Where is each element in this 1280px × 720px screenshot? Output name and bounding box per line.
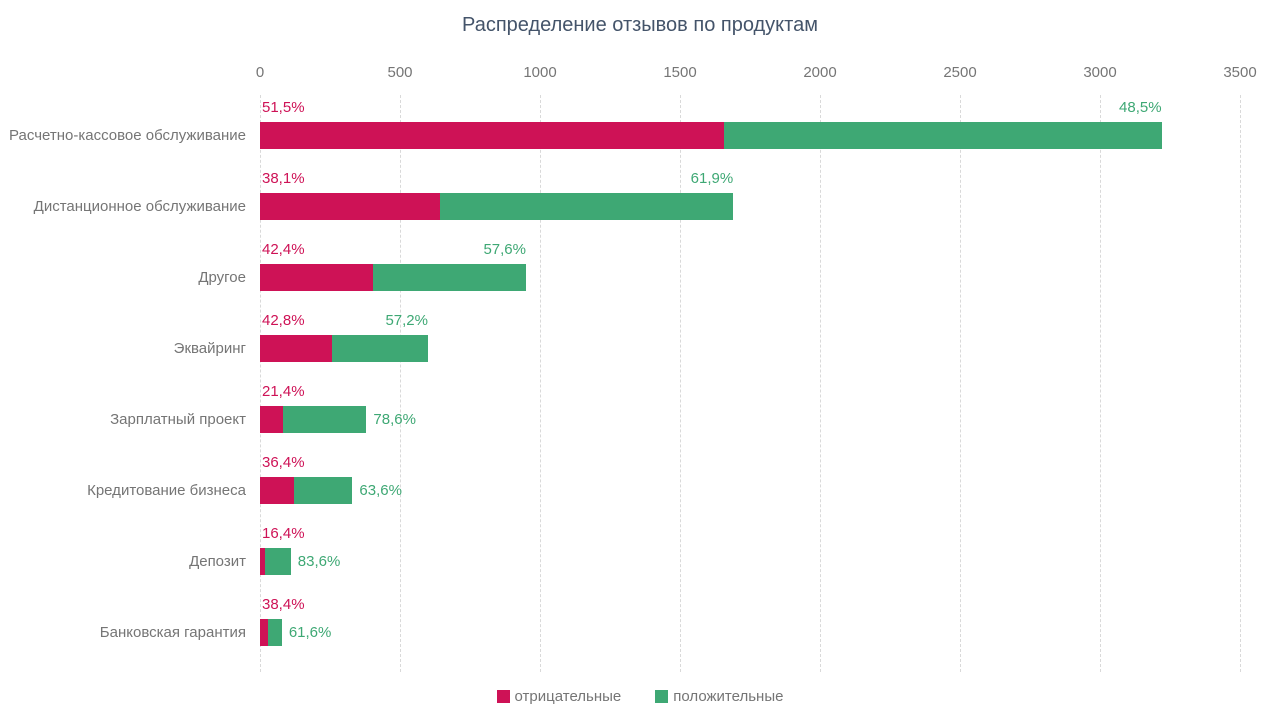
bar-row	[260, 477, 353, 504]
x-axis-tick-label: 2500	[943, 64, 977, 81]
gridline	[260, 95, 261, 672]
positive-bar-segment[interactable]	[331, 335, 428, 362]
negative-bar-segment[interactable]	[260, 264, 373, 291]
positive-percent-label: 57,2%	[385, 312, 428, 329]
x-axis-tick-label: 500	[387, 64, 413, 81]
negative-bar-segment[interactable]	[260, 122, 725, 149]
negative-percent-label: 38,1%	[262, 170, 305, 187]
negative-bar-segment[interactable]	[260, 406, 283, 433]
gridline	[540, 95, 541, 672]
bar-row	[260, 619, 282, 646]
negative-bar-segment[interactable]	[260, 619, 269, 646]
positive-percent-label: 61,6%	[288, 623, 332, 641]
gridline	[1240, 95, 1241, 672]
positive-bar-segment[interactable]	[293, 477, 353, 504]
category-label: Дистанционное обслуживание	[33, 197, 246, 215]
legend-swatch-icon	[655, 690, 669, 703]
chart-title: Распределение отзывов по продуктам	[462, 14, 818, 36]
bar-row	[260, 335, 428, 362]
negative-bar-segment[interactable]	[260, 477, 294, 504]
category-label: Кредитование бизнеса	[87, 481, 246, 499]
negative-bar-segment[interactable]	[260, 335, 332, 362]
x-axis-tick-label: 3500	[1223, 64, 1257, 81]
category-label: Депозит	[189, 552, 246, 570]
legend-item[interactable]: отрицательные	[496, 688, 622, 705]
legend: отрицательные положительные	[0, 688, 1280, 705]
legend-item[interactable]: положительные	[655, 688, 783, 705]
category-label: Эквайринг	[173, 339, 246, 357]
legend-label: положительные	[673, 688, 784, 705]
gridline	[680, 95, 681, 672]
category-label: Зарплатный проект	[110, 410, 246, 428]
positive-percent-label: 61,9%	[690, 170, 734, 187]
gridline	[820, 95, 821, 672]
x-axis-tick-label: 3000	[1083, 64, 1117, 81]
positive-bar-segment[interactable]	[282, 406, 367, 433]
category-label: Банковская гарантия	[99, 623, 246, 641]
legend-swatch-icon	[496, 690, 510, 703]
negative-percent-label: 42,8%	[262, 312, 305, 329]
negative-percent-label: 42,4%	[262, 241, 305, 258]
negative-percent-label: 36,4%	[262, 454, 305, 471]
category-label: Расчетно-кассовое обслуживание	[9, 126, 246, 144]
legend-label: отрицательные	[514, 688, 622, 705]
positive-percent-label: 83,6%	[297, 552, 341, 570]
negative-percent-label: 51,5%	[262, 99, 305, 116]
bar-row	[260, 406, 367, 433]
gridline	[960, 95, 961, 672]
positive-percent-label: 78,6%	[373, 410, 416, 428]
negative-percent-label: 21,4%	[262, 383, 305, 400]
positive-bar-segment[interactable]	[440, 193, 734, 220]
bar-row	[260, 122, 1162, 149]
x-axis-tick-label: 2000	[803, 64, 837, 81]
gridline	[400, 95, 401, 672]
bar-row	[260, 264, 526, 291]
positive-bar-segment[interactable]	[724, 122, 1162, 149]
x-axis-tick-label: 0	[255, 64, 265, 81]
x-axis-tick-label: 1500	[663, 64, 697, 81]
positive-percent-label: 57,6%	[483, 241, 526, 258]
positive-bar-segment[interactable]	[372, 264, 526, 291]
positive-percent-label: 63,6%	[359, 481, 402, 499]
gridline	[1100, 95, 1101, 672]
x-axis-tick-label: 1000	[523, 64, 557, 81]
positive-percent-label: 48,5%	[1119, 99, 1162, 116]
negative-percent-label: 16,4%	[262, 525, 305, 542]
bar-row	[260, 548, 291, 575]
negative-bar-segment[interactable]	[260, 193, 441, 220]
positive-bar-segment[interactable]	[265, 548, 291, 575]
positive-bar-segment[interactable]	[268, 619, 282, 646]
negative-percent-label: 38,4%	[262, 596, 305, 613]
negative-bar-segment[interactable]	[260, 548, 266, 575]
category-label: Другое	[198, 268, 246, 286]
bar-row	[260, 193, 734, 220]
